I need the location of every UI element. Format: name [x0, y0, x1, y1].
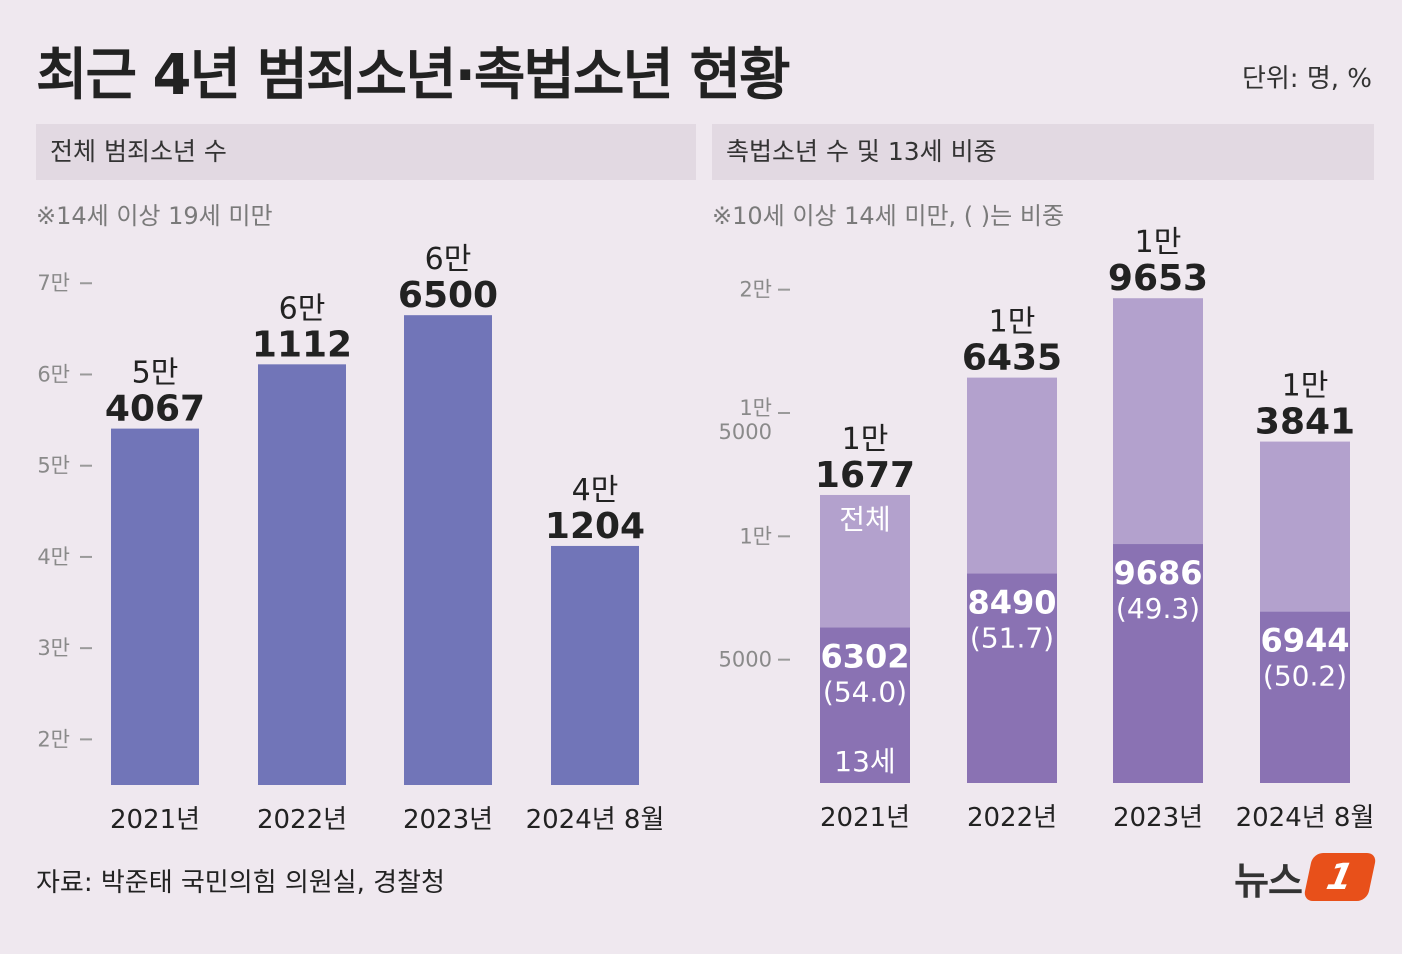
left-y-tick-label: 6만 — [37, 362, 70, 386]
right-total-label-bottom: 6435 — [962, 338, 1062, 379]
unit-label: 단위: 명, % — [1241, 64, 1372, 94]
page-title: 최근 4년 범죄소년·촉법소년 현황 — [36, 43, 790, 108]
news1-logo: 뉴스 1 — [1234, 848, 1378, 906]
left-y-tick-label: 7만 — [37, 271, 70, 295]
right-bar-age13 — [820, 627, 910, 783]
right-panel-note: ※10세 이상 14세 미만, ( )는 비중 — [712, 202, 1065, 230]
right-category-label: 2023년 — [1113, 803, 1203, 833]
right-stacked-bar-chart: 50001만1만50002만1만16776302(54.0)2021년전체13세… — [719, 225, 1375, 833]
logo-badge: 1 — [1302, 853, 1378, 901]
source-note: 자료: 박준태 국민의힘 의원실, 경찰청 — [36, 868, 445, 898]
left-bar-label-top: 4만 — [572, 473, 619, 508]
left-category-label: 2022년 — [257, 805, 347, 835]
right-total-label-top: 1만 — [989, 305, 1036, 340]
left-bar-label-top: 5만 — [132, 356, 179, 391]
series-tag-total: 전체 — [839, 503, 891, 536]
left-y-tick-label: 4만 — [37, 545, 70, 569]
left-category-label: 2021년 — [110, 805, 200, 835]
right-category-label: 2024년 8월 — [1236, 803, 1375, 833]
left-y-tick-label: 3만 — [37, 636, 70, 660]
right-age13-value: 9686 — [1113, 554, 1202, 592]
left-bar-label-bottom: 4067 — [105, 389, 205, 430]
right-category-label: 2021년 — [820, 803, 910, 833]
logo-text: 뉴스 — [1234, 858, 1303, 903]
left-bar-label-top: 6만 — [425, 242, 472, 277]
left-category-label: 2023년 — [403, 805, 493, 835]
left-bar-chart: 2만3만4만5만6만7만5만40672021년6만11122022년6만6500… — [37, 242, 664, 835]
left-panel-note: ※14세 이상 19세 미만 — [36, 202, 273, 230]
right-total-label-top: 1만 — [842, 422, 889, 457]
left-bar — [258, 364, 346, 785]
right-total-label-bottom: 9653 — [1108, 258, 1208, 299]
left-bar — [111, 428, 199, 785]
right-y-tick-label: 5000 — [719, 648, 772, 672]
right-y-tick-label: 1만 — [739, 524, 772, 548]
right-age13-value: 6944 — [1260, 622, 1349, 660]
left-bar — [551, 545, 639, 785]
right-bar-age13 — [1113, 544, 1203, 783]
right-age13-share: (51.7) — [970, 622, 1054, 655]
right-y-tick-label: 1만 — [739, 396, 772, 420]
left-category-label: 2024년 8월 — [526, 805, 665, 835]
left-y-tick-label: 2만 — [37, 727, 70, 751]
left-y-tick-label: 5만 — [37, 454, 70, 478]
right-y-tick-label: 2만 — [739, 278, 772, 302]
right-bar-age13 — [1260, 611, 1350, 783]
right-total-label-top: 1만 — [1135, 225, 1182, 260]
right-bar-age13 — [967, 573, 1057, 783]
right-category-label: 2022년 — [967, 803, 1057, 833]
right-total-label-bottom: 3841 — [1255, 402, 1355, 443]
right-total-label-top: 1만 — [1282, 369, 1329, 404]
right-total-label-bottom: 1677 — [815, 455, 915, 496]
right-age13-value: 8490 — [967, 584, 1056, 622]
left-bar-label-bottom: 1112 — [252, 324, 352, 365]
left-bar-label-bottom: 6500 — [398, 275, 498, 316]
left-panel-header: 전체 범죄소년 수 — [36, 124, 696, 180]
left-bar — [404, 315, 492, 785]
right-age13-share: (49.3) — [1116, 592, 1200, 625]
left-bar-label-top: 6만 — [279, 291, 326, 326]
right-panel-header: 촉법소년 수 및 13세 비중 — [712, 124, 1374, 180]
right-age13-value: 6302 — [820, 638, 909, 676]
left-bar-label-bottom: 1204 — [545, 506, 645, 547]
right-age13-share: (54.0) — [823, 676, 907, 709]
series-tag-age13: 13세 — [834, 745, 895, 778]
right-y-tick-label: 5000 — [719, 420, 772, 444]
right-age13-share: (50.2) — [1263, 660, 1347, 693]
